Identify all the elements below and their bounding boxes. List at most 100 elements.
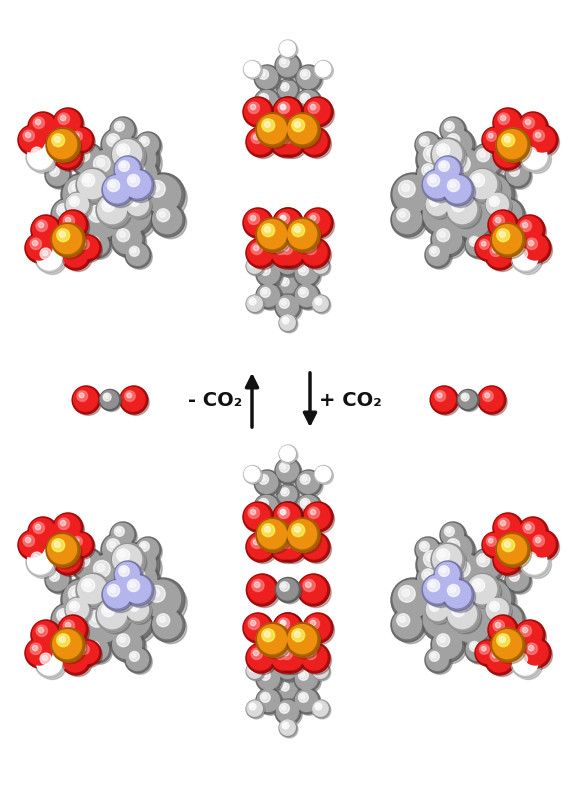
Circle shape [316,62,331,77]
Circle shape [279,58,289,67]
Circle shape [256,283,282,309]
Circle shape [491,628,525,662]
Circle shape [515,215,545,245]
Circle shape [126,598,149,620]
Circle shape [498,535,526,563]
Circle shape [441,523,464,546]
Circle shape [101,128,135,162]
Circle shape [453,560,470,577]
Circle shape [152,184,160,192]
Circle shape [282,448,289,455]
Circle shape [79,172,112,204]
Circle shape [286,518,320,552]
Circle shape [76,168,110,202]
Circle shape [493,620,505,631]
Circle shape [249,577,280,607]
Circle shape [141,543,146,548]
Circle shape [528,125,558,155]
Circle shape [61,240,91,270]
Circle shape [51,634,73,655]
Circle shape [279,463,289,472]
Circle shape [262,524,275,537]
Circle shape [273,241,301,269]
Circle shape [245,467,263,484]
Circle shape [275,98,300,124]
Circle shape [259,626,291,658]
Circle shape [50,227,76,253]
Circle shape [92,209,100,217]
Circle shape [83,605,120,642]
Circle shape [102,579,134,611]
Circle shape [515,215,545,245]
Circle shape [278,56,302,81]
Circle shape [58,210,88,240]
Circle shape [273,208,303,238]
Circle shape [126,158,160,192]
Circle shape [281,721,298,738]
Circle shape [57,229,70,242]
Circle shape [259,475,268,484]
Circle shape [280,239,295,254]
Circle shape [74,146,107,179]
Circle shape [431,543,465,577]
Circle shape [399,586,415,602]
Circle shape [305,132,316,144]
Circle shape [248,129,273,154]
Circle shape [421,598,465,642]
Circle shape [275,458,301,484]
Circle shape [61,645,91,675]
Circle shape [244,467,260,482]
Circle shape [51,229,73,250]
Circle shape [119,201,135,217]
Circle shape [448,600,476,629]
Circle shape [90,558,132,599]
Circle shape [491,213,520,241]
Circle shape [114,561,142,589]
Circle shape [442,174,474,206]
Circle shape [256,90,278,113]
Circle shape [110,117,136,143]
Circle shape [104,131,137,164]
Circle shape [473,145,502,173]
Circle shape [310,509,316,515]
Circle shape [496,128,530,162]
Circle shape [259,117,291,149]
Circle shape [469,172,502,204]
Circle shape [273,208,303,238]
Circle shape [305,582,311,587]
Circle shape [525,119,530,125]
Circle shape [301,645,327,670]
Circle shape [298,68,323,93]
Circle shape [141,578,185,622]
Circle shape [391,578,435,622]
Circle shape [276,505,305,534]
Circle shape [515,620,545,650]
Circle shape [278,534,303,559]
Circle shape [246,532,276,562]
Circle shape [260,693,270,702]
Circle shape [316,507,331,523]
Circle shape [521,144,547,169]
Circle shape [33,149,39,155]
Circle shape [58,518,70,530]
Circle shape [468,574,497,603]
Circle shape [466,573,500,607]
Circle shape [317,468,324,475]
Circle shape [101,392,122,411]
Circle shape [81,198,125,242]
Circle shape [40,653,51,665]
Circle shape [313,258,328,273]
Circle shape [25,538,31,543]
Circle shape [118,545,156,582]
Circle shape [427,149,435,157]
Circle shape [522,627,528,633]
Circle shape [314,466,332,483]
Circle shape [65,622,71,628]
Circle shape [275,294,301,320]
Circle shape [472,173,484,187]
Circle shape [26,234,52,260]
Circle shape [244,101,262,120]
Circle shape [271,534,297,559]
Circle shape [68,532,94,558]
Circle shape [485,192,511,218]
